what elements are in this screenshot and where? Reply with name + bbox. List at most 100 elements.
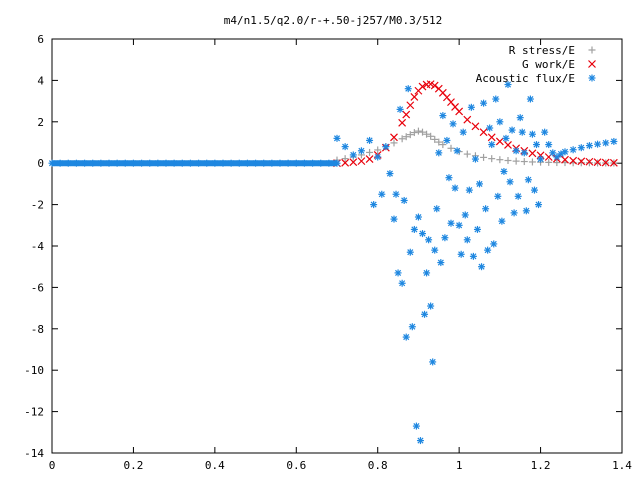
data-point [394, 269, 402, 277]
data-point [520, 158, 528, 166]
data-point [431, 246, 439, 254]
data-point [585, 157, 594, 166]
data-point [341, 143, 349, 151]
data-point [455, 221, 463, 229]
data-point [427, 132, 435, 140]
data-point [431, 135, 439, 143]
data-point [433, 205, 441, 213]
data-point [398, 135, 406, 143]
data-point [480, 99, 488, 107]
data-point [410, 129, 418, 137]
data-point [300, 159, 308, 167]
data-point [496, 156, 504, 164]
data-point [129, 159, 137, 167]
data-point [386, 170, 394, 178]
data-point [486, 124, 494, 132]
data-point [535, 201, 543, 209]
data-point [421, 310, 429, 318]
data-point [593, 158, 602, 167]
data-point [441, 234, 449, 242]
data-point [203, 159, 211, 167]
data-point [488, 141, 496, 149]
data-point [146, 159, 154, 167]
data-point [577, 157, 586, 166]
data-point [390, 139, 398, 147]
y-tick-label: 0 [37, 157, 44, 170]
data-point [162, 159, 170, 167]
data-point [64, 159, 72, 167]
data-point [484, 246, 492, 254]
data-point [276, 159, 284, 167]
data-point [516, 114, 524, 122]
data-point [510, 209, 518, 217]
data-point [439, 141, 447, 149]
data-point [577, 159, 585, 167]
plot-frame [51, 38, 623, 454]
data-point [504, 81, 512, 89]
data-point [520, 149, 528, 157]
data-point [423, 130, 431, 138]
data-point [528, 149, 537, 158]
x-tick-label: 1 [456, 459, 463, 472]
data-point [72, 159, 80, 167]
data-point [500, 167, 508, 175]
data-point [412, 422, 420, 430]
x-tick-label: 0.8 [368, 459, 388, 472]
x-tick-label: 0.4 [205, 459, 225, 472]
data-point [416, 437, 424, 445]
data-point [227, 159, 235, 167]
y-tick-label: 4 [37, 74, 44, 87]
data-point [533, 141, 540, 149]
data-point [268, 159, 276, 167]
data-point [453, 147, 461, 155]
data-point [610, 137, 618, 145]
data-point [429, 358, 437, 366]
data-point [211, 159, 219, 167]
data-point [553, 153, 561, 161]
data-point [408, 323, 416, 331]
data-point [219, 159, 227, 167]
data-point [512, 147, 520, 155]
data-point [601, 158, 610, 167]
data-point [536, 151, 545, 160]
data-point [487, 133, 496, 142]
data-point [504, 157, 512, 165]
data-point [496, 118, 504, 126]
data-point [243, 159, 251, 167]
data-point [425, 236, 433, 244]
data-point [404, 85, 412, 93]
y-tick-label: -14 [24, 447, 44, 460]
data-point [374, 146, 382, 154]
data-point [325, 159, 333, 167]
data-point [457, 250, 465, 258]
x-tick-label: 0.2 [123, 459, 143, 472]
series-2 [48, 81, 618, 445]
data-point [418, 82, 427, 91]
series-layer [48, 80, 618, 445]
data-point [349, 158, 358, 167]
data-point [463, 236, 471, 244]
y-tick-label: -10 [24, 364, 44, 377]
data-point [113, 159, 121, 167]
data-point [447, 144, 455, 152]
data-point [508, 126, 516, 134]
data-point [498, 217, 506, 225]
data-point [561, 155, 569, 164]
y-tick-label: -4 [31, 240, 45, 253]
data-point [435, 138, 443, 146]
data-point [471, 155, 479, 163]
data-point [284, 159, 292, 167]
data-point [494, 192, 502, 200]
data-point [260, 159, 268, 167]
legend-marker [588, 60, 596, 68]
data-point [455, 107, 464, 116]
data-point [390, 215, 398, 223]
data-point [594, 140, 602, 148]
data-point [419, 128, 426, 136]
data-point [138, 159, 146, 167]
x-tick-label: 1.4 [612, 459, 632, 472]
data-point [480, 153, 488, 161]
data-point [561, 148, 569, 156]
data-point [585, 142, 593, 150]
